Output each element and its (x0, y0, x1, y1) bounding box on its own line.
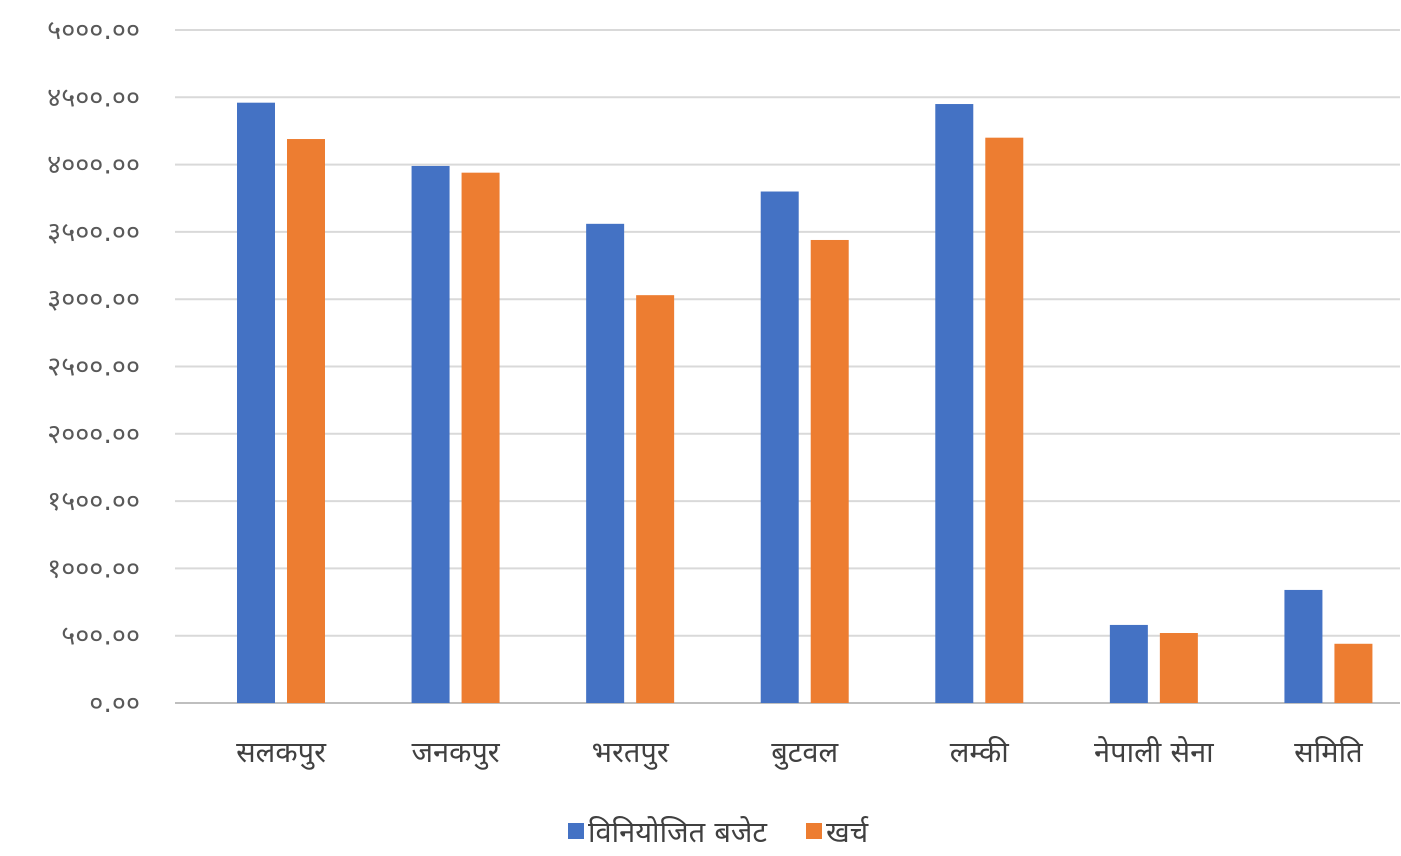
x-tick-label: बुटवल (771, 735, 839, 770)
x-axis-ticks: सलकपुर जनकपुर भरतपुर बुटवल लम्की नेपाली सेना स… (236, 735, 1363, 770)
bar-budget (411, 165, 450, 704)
legend-label: खर्च (826, 815, 869, 849)
bars (237, 102, 1373, 704)
y-tick-label: ३०००.०० (47, 284, 140, 315)
x-tick-label: समिति (1294, 735, 1363, 769)
legend: विनियोजित बजेट खर्च (568, 815, 869, 849)
bar-expense (1159, 633, 1198, 703)
legend-swatch (568, 823, 584, 839)
y-axis-ticks: ०.०० ५००.०० १०००.०० १५००.०० २०००.०० २५००.०० ३०… (47, 15, 140, 719)
y-tick-label: ४०००.०० (47, 150, 140, 181)
x-tick-label: सलकपुर (236, 735, 327, 770)
bar-budget (586, 223, 625, 703)
y-tick-label: १५००.०० (47, 486, 140, 517)
bar-budget (935, 104, 974, 703)
y-tick-label: ३५००.०० (47, 217, 140, 248)
bar-expense (636, 295, 675, 703)
bar-expense (985, 137, 1024, 703)
x-tick-label: लम्की (950, 735, 1010, 769)
bar-budget (237, 102, 275, 703)
legend-label: विनियोजित बजेट (588, 815, 768, 849)
x-tick-label: नेपाली सेना (1094, 735, 1214, 769)
y-tick-label: २५००.०० (47, 352, 140, 383)
bar-budget (760, 191, 799, 703)
y-tick-label: १०००.०० (47, 553, 140, 584)
y-tick-label: ४५००.०० (47, 82, 140, 113)
y-tick-label: ५००.०० (61, 621, 140, 652)
x-tick-label: भरतपुर (592, 735, 670, 770)
legend-swatch (806, 823, 822, 839)
bar-expense (461, 172, 500, 703)
bar-expense (287, 139, 325, 703)
y-tick-label: २०००.०० (47, 419, 140, 450)
bar-budget (1284, 589, 1323, 703)
bar-budget (1109, 624, 1148, 703)
y-tick-label: ५०००.०० (47, 15, 140, 46)
bar-expense (1334, 643, 1373, 703)
y-tick-label: ०.०० (89, 688, 140, 719)
x-tick-label: जनकपुर (411, 735, 500, 770)
bar-expense (810, 239, 849, 703)
